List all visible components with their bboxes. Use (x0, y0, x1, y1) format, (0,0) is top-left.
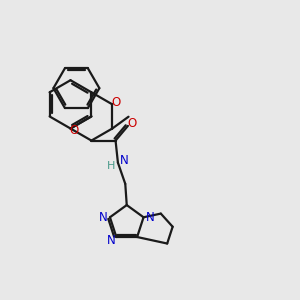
Text: N: N (146, 211, 154, 224)
Text: O: O (111, 95, 121, 109)
Text: O: O (69, 124, 79, 137)
Text: N: N (120, 154, 129, 167)
Text: N: N (107, 234, 116, 247)
Text: O: O (128, 117, 137, 130)
Text: N: N (99, 211, 108, 224)
Text: H: H (107, 161, 116, 171)
